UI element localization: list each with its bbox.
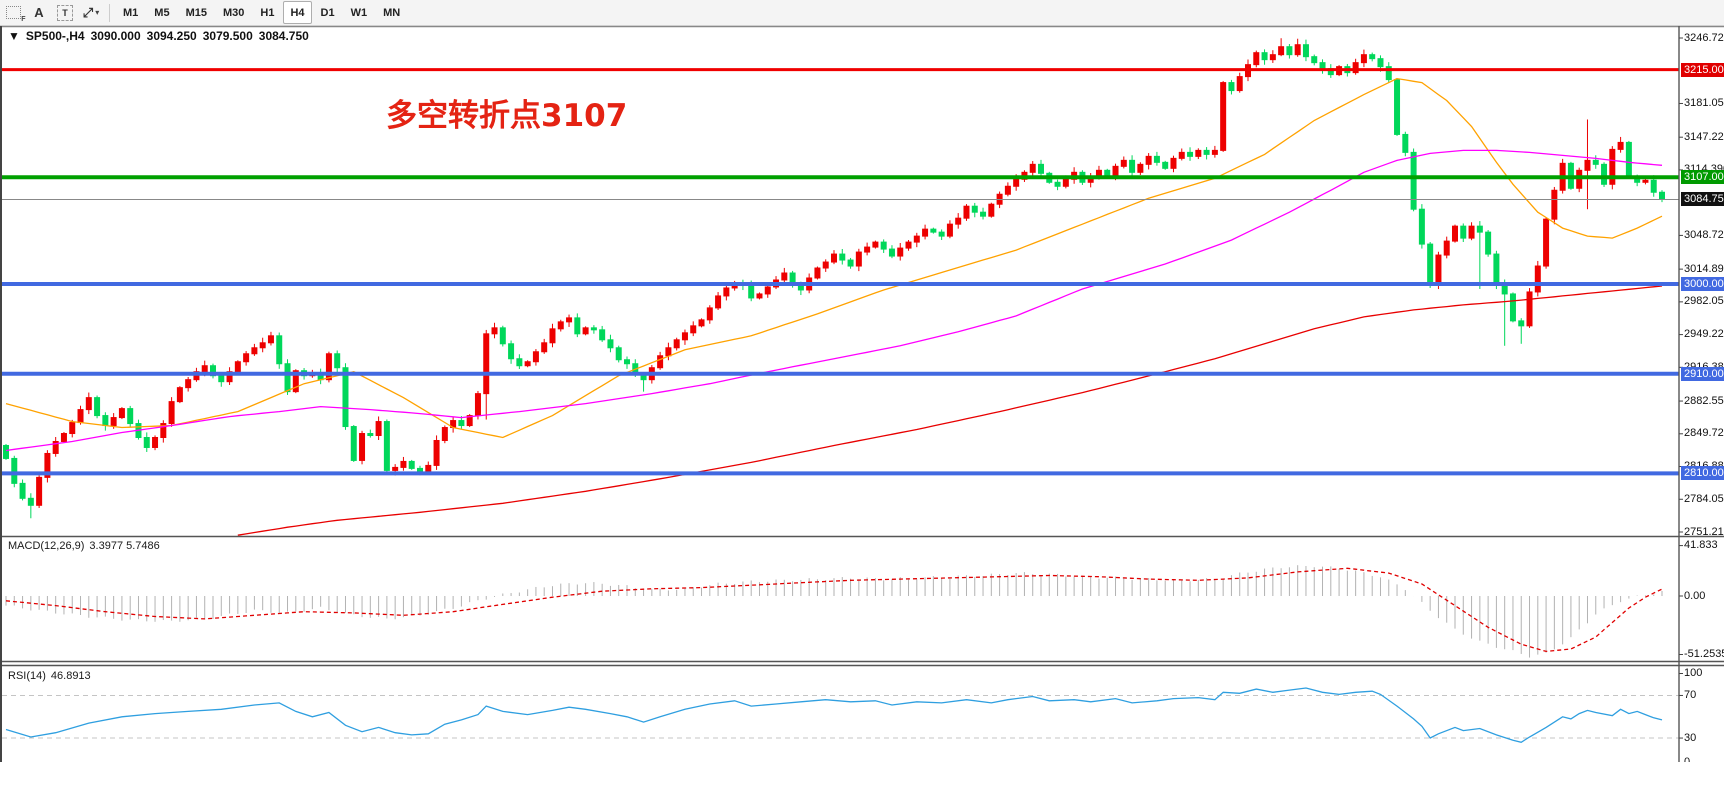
timeframe-button-mn[interactable]: MN	[383, 6, 401, 19]
macd-layer	[5, 565, 1663, 658]
macd-name: MACD(12,26,9)	[8, 540, 85, 552]
level-badge-3107.000: 3107.000	[1681, 170, 1724, 185]
timeframe-button-w1[interactable]: W1	[350, 6, 368, 19]
macd-indicator-label: MACD(12,26,9) 3.3977 5.7486	[8, 540, 160, 552]
rsi-name: RSI(14)	[8, 670, 46, 682]
symbol-period-label: SP500-,H4	[25, 29, 85, 43]
price-tick-2849.720: 2849.720	[1684, 427, 1724, 440]
timeframe-button-m5[interactable]: M5	[154, 6, 170, 19]
price-tick-2882.555: 2882.555	[1684, 394, 1724, 407]
window-bottom-edge	[0, 762, 1724, 793]
price-tick-3048.720: 3048.720	[1684, 228, 1724, 241]
timeframe-button-h1[interactable]: H1	[260, 6, 275, 19]
chart-title: ▼ SP500-,H4 3090.000 3094.250 3079.500 3084.7…	[8, 29, 315, 43]
collapse-arrow-icon[interactable]: ▼	[8, 29, 20, 43]
timeframe-button-m15[interactable]: M15	[185, 6, 207, 19]
timeframe-button-h4[interactable]: H4	[283, 1, 312, 24]
chart-area[interactable]: ▼ SP500-,H4 3090.000 3094.250 3079.500 3084.7…	[0, 26, 1724, 788]
drawing-tools-icon[interactable]: ⤢ ▾	[82, 4, 100, 20]
level-badge-2910.000: 2910.000	[1681, 366, 1724, 381]
mid-ma-line	[5, 149, 1663, 452]
candles-layer	[3, 38, 1665, 519]
high-value: 3094.250	[146, 29, 197, 43]
price-tick-2784.050: 2784.050	[1684, 492, 1724, 505]
toolbar-separator	[109, 3, 110, 22]
price-tick-2751.215: 2751.215	[1684, 525, 1724, 538]
timeframe-button-m30[interactable]: M30	[222, 6, 245, 19]
price-tick-3147.225: 3147.225	[1684, 130, 1724, 143]
rsi-tick-30: 30	[1684, 731, 1697, 744]
pivot-annotation-text: 多空转折点3107	[386, 98, 628, 134]
level-badge-2810.000: 2810.000	[1681, 466, 1724, 481]
text-box-icon[interactable]: T	[53, 2, 77, 23]
rsi-indicator-label: RSI(14) 46.8913	[8, 670, 91, 682]
price-chart-canvas[interactable]	[0, 26, 1724, 788]
macd-tick-41.833: 41.833	[1684, 539, 1718, 552]
low-value: 3079.500	[202, 29, 253, 43]
macd-values: 3.3977 5.7486	[89, 540, 160, 552]
price-tick-2982.055: 2982.055	[1684, 295, 1724, 308]
top-toolbar: F A T ⤢ ▾ M1 M5 M15 M30 H1 H4 D1 W1 MN	[0, 0, 1724, 26]
price-tick-3246.725: 3246.725	[1684, 31, 1724, 44]
open-value: 3090.000	[90, 29, 141, 43]
text-label-icon[interactable]: A	[34, 5, 44, 20]
timeframe-button-m1[interactable]: M1	[123, 6, 139, 19]
macd-tick-0.00: 0.00	[1684, 589, 1706, 602]
rsi-tick-100: 100	[1684, 667, 1703, 679]
chart-shift-grid-icon[interactable]: F	[1, 2, 26, 23]
close-value: 3084.750	[258, 29, 309, 43]
slow-ma-line	[237, 285, 1663, 536]
rsi-tick-70: 70	[1684, 688, 1697, 701]
rsi-value: 46.8913	[50, 670, 91, 682]
timeframe-button-d1[interactable]: D1	[320, 6, 335, 19]
level-badge-3000.000: 3000.000	[1681, 276, 1724, 291]
fast-ma-line	[5, 77, 1663, 439]
chevron-down-icon: ▾	[95, 8, 100, 17]
price-tick-3014.890: 3014.890	[1684, 262, 1724, 275]
rsi-line	[5, 687, 1663, 743]
price-tick-2949.220: 2949.220	[1684, 328, 1724, 341]
current-price-badge: 3084.750	[1681, 192, 1724, 207]
macd-tick--51.2535: -51.2535	[1684, 648, 1724, 660]
price-tick-3181.055: 3181.055	[1684, 96, 1724, 109]
level-badge-3215.000: 3215.000	[1681, 62, 1724, 77]
